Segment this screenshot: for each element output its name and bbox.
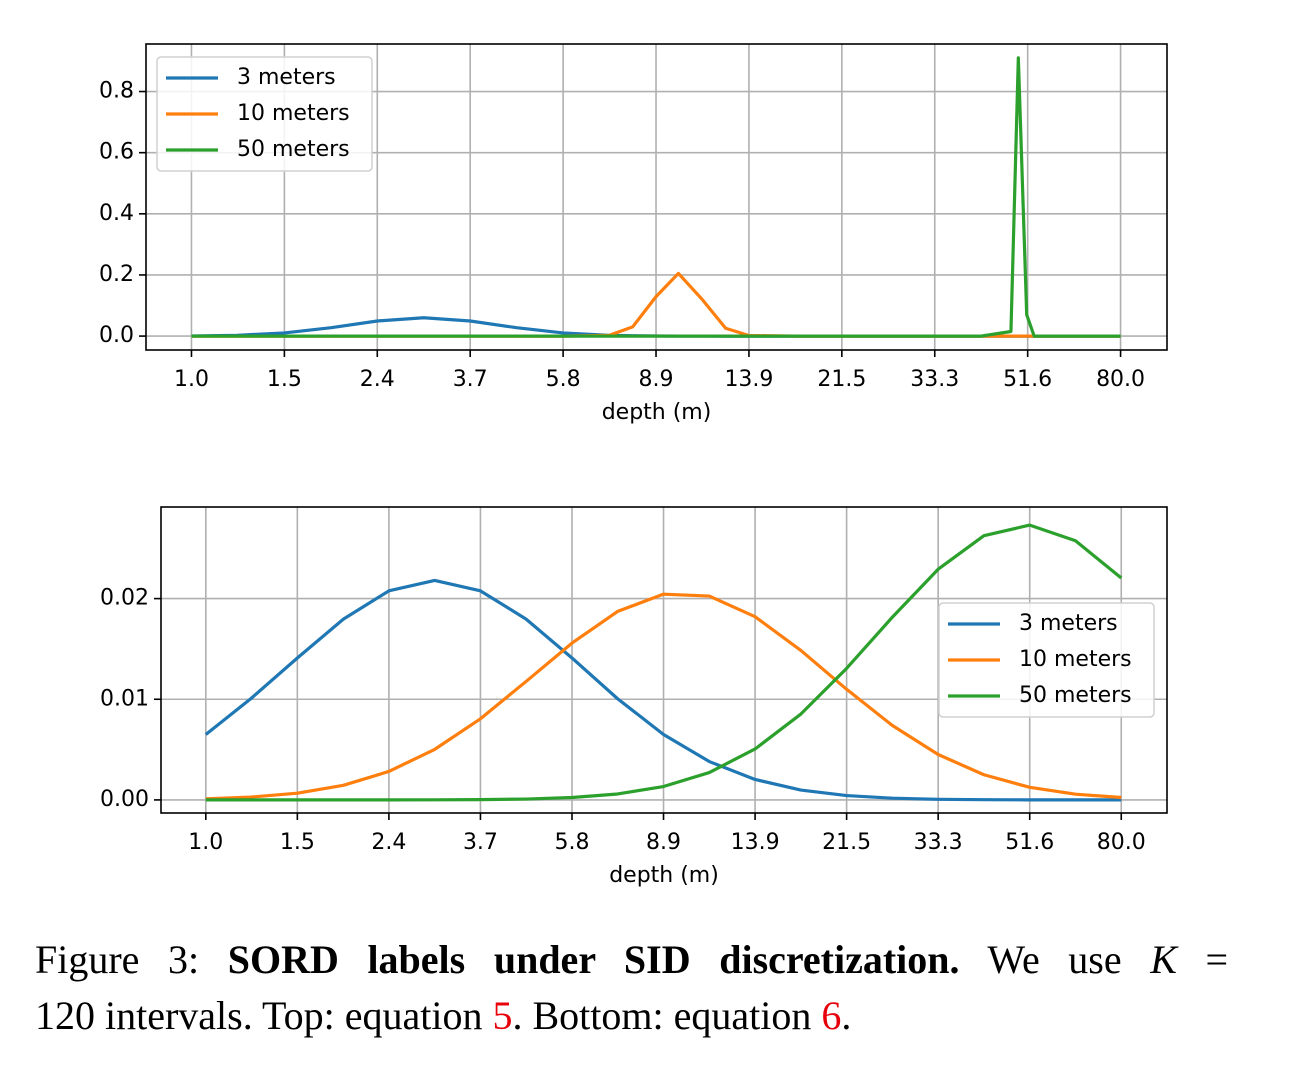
x-tick-label: 2.4 [371,830,406,855]
y-tick-label: 0.00 [100,787,149,812]
legend-label: 3 meters [237,65,336,90]
x-tick-label: 33.3 [914,830,963,855]
series-line [204,578,1122,802]
legend: 3 meters 10 meters 50 meters [156,56,373,172]
y-tick-label: 0.01 [100,686,149,711]
x-axis-label: depth (m) [609,863,719,888]
x-tick-label: 13.9 [724,367,773,392]
y-tick-label: 0.4 [99,201,134,226]
equation-ref[interactable]: 6 [821,993,842,1038]
caption-equals: = [1205,937,1229,982]
series-line [205,592,1122,801]
legend-box [938,602,1155,718]
x-tick-label: 1.0 [174,367,209,392]
y-tick-label: 0.2 [99,262,134,287]
legend-label: 10 meters [1019,647,1132,672]
x-tick-label: 80.0 [1096,367,1145,392]
legend-label: 3 meters [1019,611,1118,636]
caption-text: We use [987,937,1122,982]
x-tick-label: 2.4 [360,367,395,392]
legend-label: 50 meters [237,137,350,162]
x-tick-label: 33.3 [910,367,959,392]
caption-symbol: K [1150,937,1177,982]
legend-label: 50 meters [1019,683,1132,708]
x-tick-label: 21.5 [817,367,866,392]
equation-ref[interactable]: 5 [492,993,513,1038]
x-tick-label: 5.8 [546,367,581,392]
legend-box [156,56,373,172]
caption-line: 120 intervals. Top: equation 5. Bottom: … [35,992,1228,1040]
caption-text: . [841,993,852,1038]
x-tick-label: 1.5 [267,367,302,392]
x-tick-label: 8.9 [639,367,674,392]
x-tick-label: 5.8 [554,830,589,855]
y-tick-label: 0.0 [99,323,134,348]
x-tick-label: 8.9 [646,830,681,855]
x-axis-label: depth (m) [602,400,712,425]
x-tick-label: 3.7 [463,830,498,855]
y-tick-label: 0.6 [99,140,134,165]
x-tick-label: 1.5 [280,830,315,855]
series-line [191,56,1121,338]
plot-frame [160,506,1168,814]
x-tick-label: 3.7 [453,367,488,392]
series-line [205,523,1123,802]
x-tick-label: 51.6 [1003,367,1052,392]
y-tick-label: 0.8 [99,79,134,104]
legend-label: 10 meters [237,101,350,126]
caption-label: Figure 3: [35,937,200,982]
figure: 1.0 1.5 2.4 3.7 5.8 8.9 13.9 21.5 33.3 51.6 80.0 0.… [99,43,1168,888]
y-tick-label: 0.02 [100,586,149,611]
x-tick-label: 1.0 [188,830,223,855]
x-tick-label: 80.0 [1097,830,1146,855]
caption-text: . Bottom: equation [512,993,812,1038]
x-tick-label: 13.9 [731,830,780,855]
legend: 3 meters 10 meters 50 meters [938,602,1155,718]
caption-title: SORD labels under SID discretization. [227,937,960,982]
x-tick-label: 51.6 [1005,830,1054,855]
x-tick-label: 21.5 [822,830,871,855]
plot-frame [145,43,1168,351]
caption-line: Figure 3: SORD labels under SID discreti… [35,936,1228,984]
caption-text: 120 intervals. Top: equation [35,993,483,1038]
